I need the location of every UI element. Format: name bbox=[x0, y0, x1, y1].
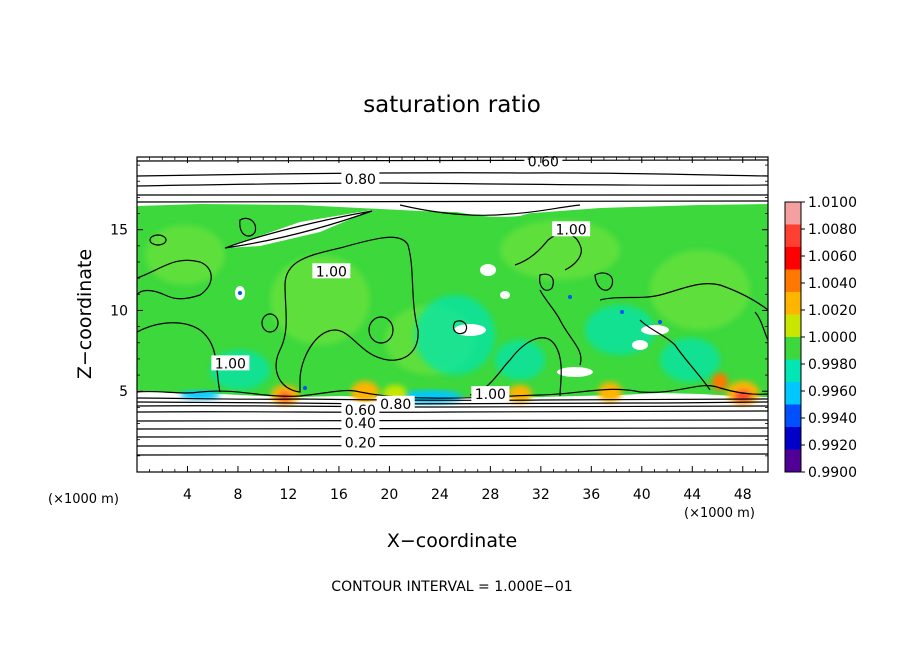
colorbar-label: 0.9920 bbox=[808, 438, 857, 454]
chart-title: saturation ratio bbox=[363, 92, 541, 118]
colorbar-swatch bbox=[785, 292, 801, 315]
contour-label: 1.00 bbox=[316, 264, 347, 280]
x-tick-label: 28 bbox=[481, 487, 499, 503]
contour-label: 0.80 bbox=[345, 172, 376, 188]
contour-label-bg bbox=[552, 221, 591, 237]
x-unit-right: (×1000 m) bbox=[684, 506, 755, 521]
colorbar-label: 0.9980 bbox=[808, 357, 857, 373]
y-tick-label: 15 bbox=[110, 223, 128, 239]
contour-label: 0.20 bbox=[345, 436, 376, 452]
colorbar-swatch bbox=[785, 269, 801, 293]
colorbar-swatch bbox=[785, 449, 801, 473]
contour-label-bg bbox=[341, 415, 380, 431]
colorbar-swatch bbox=[785, 382, 801, 405]
x-tick-label: 44 bbox=[683, 487, 701, 503]
contour-label-bg bbox=[471, 386, 510, 402]
colorbar: 1.0100 1.0080 1.0060 1.0040 1.0020 1.0000 0.99… bbox=[784, 195, 857, 481]
contour-label: 1.00 bbox=[215, 356, 246, 372]
x-tick-label: 4 bbox=[183, 487, 192, 503]
x-tick-label: 16 bbox=[330, 487, 348, 503]
x-unit-left: (×1000 m) bbox=[48, 492, 119, 507]
colorbar-swatch bbox=[785, 359, 801, 383]
x-tick-label: 8 bbox=[233, 487, 242, 503]
colorbar-swatch bbox=[785, 314, 801, 338]
colorbar-label: 1.0040 bbox=[808, 276, 857, 292]
colorbar-label: 1.0020 bbox=[808, 303, 857, 319]
contour-label-bg bbox=[312, 263, 351, 279]
x-tick-label: 20 bbox=[380, 487, 398, 503]
contour-label: 0.40 bbox=[345, 416, 376, 432]
x-axis-title: X−coordinate bbox=[387, 530, 517, 552]
x-tick-label: 36 bbox=[582, 487, 600, 503]
contour-label-bg bbox=[211, 355, 250, 371]
y-tick-label: 5 bbox=[119, 384, 128, 400]
x-tick-label: 24 bbox=[431, 487, 449, 503]
colorbar-label: 1.0080 bbox=[808, 222, 857, 238]
colorbar-label: 0.9900 bbox=[808, 465, 857, 481]
contour-label-bg bbox=[341, 434, 380, 450]
colorbar-label: 0.9940 bbox=[808, 411, 857, 427]
colorbar-swatch bbox=[785, 427, 801, 450]
x-tick-label: 40 bbox=[633, 487, 651, 503]
x-tick-label: 48 bbox=[734, 487, 752, 503]
contour-lines bbox=[137, 159, 768, 456]
contour-label-bg bbox=[341, 171, 380, 187]
contour-label: 0.80 bbox=[380, 397, 411, 413]
y-axis-title: Z−coordinate bbox=[74, 249, 96, 379]
contour-interval-note: CONTOUR INTERVAL = 1.000E−01 bbox=[331, 579, 572, 595]
colorbar-label: 1.0000 bbox=[808, 330, 857, 346]
colorbar-swatch bbox=[785, 337, 801, 360]
x-tick-label: 12 bbox=[280, 487, 298, 503]
contour-label: 0.60 bbox=[528, 154, 559, 170]
contour-label-bg bbox=[376, 395, 415, 411]
contour-label: 1.00 bbox=[475, 387, 506, 403]
y-tick-label: 10 bbox=[110, 303, 128, 319]
colorbar-label: 0.9960 bbox=[808, 384, 857, 400]
contour-label: 1.00 bbox=[556, 222, 587, 238]
colorbar-swatch bbox=[785, 247, 801, 270]
colorbar-swatch bbox=[785, 202, 801, 225]
contour-label-bg bbox=[341, 402, 380, 418]
colorbar-label: 1.0060 bbox=[808, 249, 857, 265]
colorbar-swatch bbox=[785, 404, 801, 428]
x-tick-label: 32 bbox=[532, 487, 550, 503]
heatmap-field bbox=[137, 159, 768, 456]
colorbar-label: 1.0100 bbox=[808, 195, 857, 211]
colorbar-swatch bbox=[785, 224, 801, 248]
